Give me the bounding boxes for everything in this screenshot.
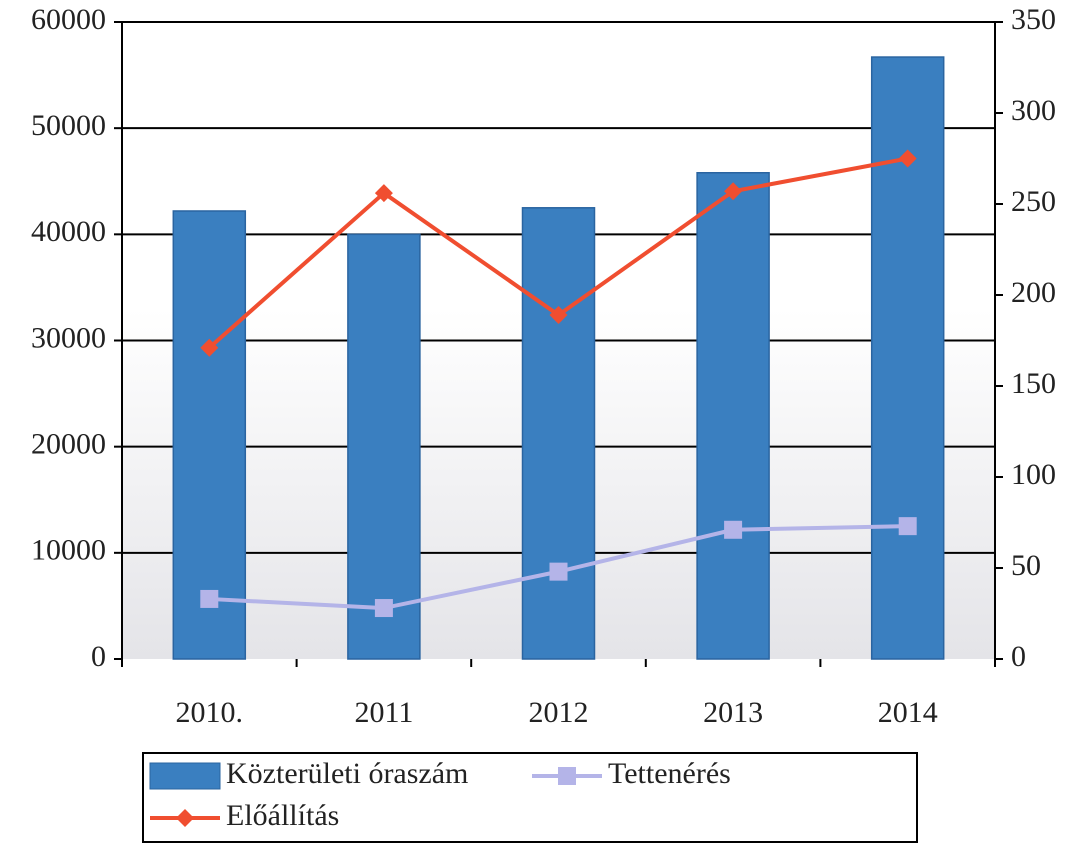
point [898, 517, 917, 536]
legend-swatch [149, 762, 221, 790]
point [549, 306, 568, 325]
legend-marker [176, 809, 194, 827]
y-tick-label: 10000 [31, 534, 106, 567]
y-tick-label: 0 [91, 640, 106, 673]
point [898, 149, 917, 168]
legend-box [142, 752, 918, 843]
legend-label: Közterületi óraszám [226, 757, 468, 790]
y2-tick-label: 100 [1011, 458, 1056, 491]
point [200, 589, 219, 608]
y2-tick-label: 300 [1011, 94, 1056, 127]
x-tick-label: 2013 [703, 696, 763, 729]
bar [521, 207, 596, 660]
bar [347, 233, 421, 660]
y-tick-label: 20000 [31, 428, 106, 461]
point [724, 182, 743, 201]
legend-label: Előállítás [226, 799, 339, 832]
point [200, 338, 219, 357]
legend-marker [558, 767, 576, 785]
bar [870, 56, 945, 660]
y-tick-label: 60000 [31, 3, 106, 36]
x-tick-label: 2011 [354, 696, 413, 729]
y2-tick-label: 200 [1011, 276, 1056, 309]
bar [172, 210, 247, 660]
legend-label: Tettenérés [608, 757, 731, 790]
x-tick-label: 2012 [529, 696, 589, 729]
y2-tick-label: 350 [1011, 3, 1056, 36]
y-tick-label: 30000 [31, 321, 106, 354]
point [724, 520, 743, 539]
y-tick-label: 50000 [31, 109, 106, 142]
x-tick-label: 2014 [878, 696, 938, 729]
point [549, 562, 568, 581]
point [374, 184, 393, 203]
y2-tick-label: 0 [1011, 640, 1026, 673]
y-tick-label: 40000 [31, 215, 106, 248]
y2-tick-label: 250 [1011, 185, 1056, 218]
x-tick-label: 2010. [176, 696, 244, 729]
point [374, 599, 393, 618]
bar [696, 172, 770, 660]
y2-tick-label: 50 [1011, 549, 1041, 582]
y2-tick-label: 150 [1011, 367, 1056, 400]
